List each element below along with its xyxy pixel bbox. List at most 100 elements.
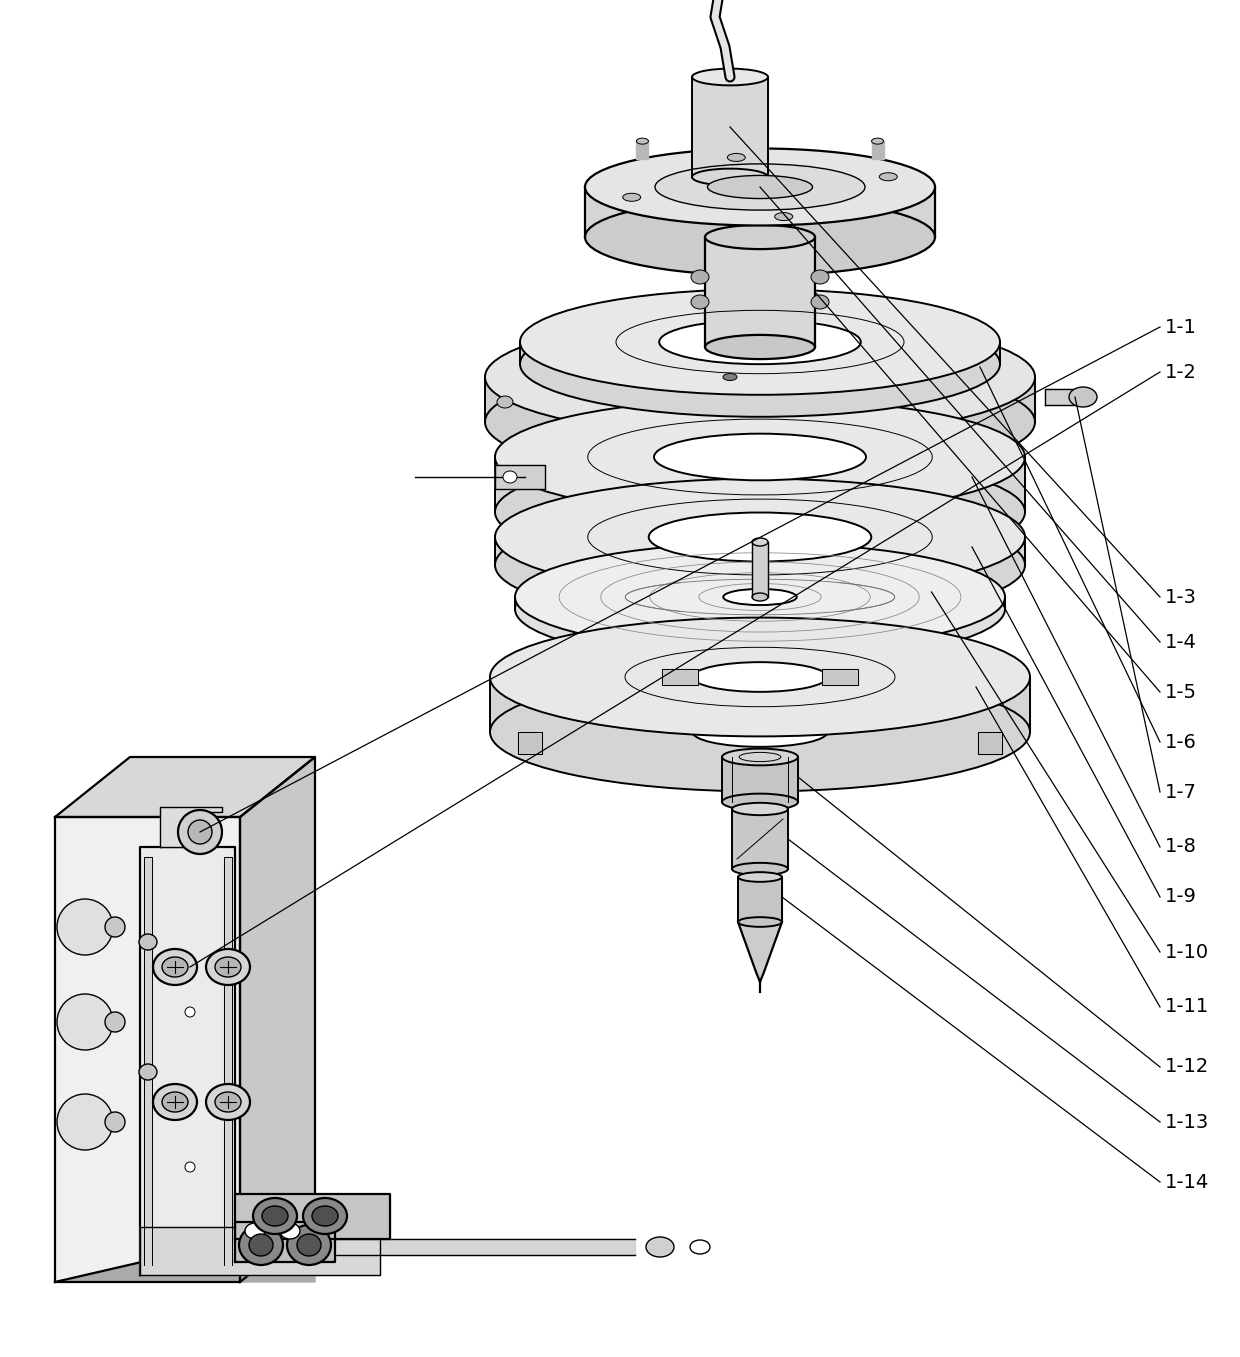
- Ellipse shape: [691, 270, 709, 284]
- Ellipse shape: [298, 1234, 321, 1257]
- Ellipse shape: [490, 617, 1030, 737]
- Ellipse shape: [692, 662, 827, 692]
- Ellipse shape: [503, 471, 517, 483]
- Ellipse shape: [691, 294, 709, 309]
- Polygon shape: [636, 141, 649, 159]
- Polygon shape: [140, 847, 236, 1276]
- Polygon shape: [751, 541, 768, 597]
- Polygon shape: [518, 731, 542, 754]
- Polygon shape: [236, 1194, 391, 1239]
- Polygon shape: [520, 342, 999, 364]
- Ellipse shape: [262, 1206, 288, 1225]
- Ellipse shape: [280, 1223, 300, 1239]
- Ellipse shape: [636, 138, 649, 144]
- Ellipse shape: [495, 506, 1025, 623]
- Polygon shape: [653, 457, 866, 512]
- Ellipse shape: [585, 148, 935, 225]
- Text: 1-10: 1-10: [1166, 943, 1209, 962]
- Text: 1-1: 1-1: [1166, 318, 1197, 337]
- Polygon shape: [55, 817, 241, 1282]
- Polygon shape: [490, 677, 1030, 731]
- Ellipse shape: [585, 198, 935, 275]
- Ellipse shape: [57, 898, 113, 955]
- Ellipse shape: [206, 949, 250, 985]
- Polygon shape: [518, 731, 542, 754]
- Ellipse shape: [636, 395, 884, 449]
- Polygon shape: [495, 537, 1025, 565]
- Ellipse shape: [162, 1092, 188, 1111]
- Ellipse shape: [153, 1084, 197, 1120]
- Polygon shape: [495, 457, 1025, 512]
- Polygon shape: [692, 677, 827, 731]
- Ellipse shape: [139, 1064, 157, 1080]
- Polygon shape: [732, 809, 787, 868]
- Ellipse shape: [139, 934, 157, 950]
- Ellipse shape: [723, 373, 737, 380]
- Ellipse shape: [751, 593, 768, 601]
- Ellipse shape: [622, 193, 641, 201]
- Polygon shape: [706, 237, 815, 347]
- Polygon shape: [236, 1223, 335, 1262]
- Polygon shape: [515, 597, 1004, 609]
- Ellipse shape: [179, 810, 222, 854]
- Ellipse shape: [495, 479, 1025, 596]
- Ellipse shape: [692, 168, 768, 186]
- Text: 1-11: 1-11: [1166, 997, 1209, 1016]
- Polygon shape: [144, 858, 153, 1265]
- Polygon shape: [495, 465, 546, 489]
- Ellipse shape: [312, 1206, 339, 1225]
- Ellipse shape: [646, 1238, 675, 1257]
- Text: 1-3: 1-3: [1166, 588, 1197, 607]
- Polygon shape: [872, 141, 884, 159]
- Ellipse shape: [57, 993, 113, 1050]
- Ellipse shape: [811, 270, 830, 284]
- Polygon shape: [738, 921, 782, 982]
- Polygon shape: [241, 757, 315, 1282]
- Polygon shape: [1045, 389, 1083, 404]
- Polygon shape: [636, 377, 884, 422]
- Ellipse shape: [692, 69, 768, 85]
- Ellipse shape: [497, 396, 513, 408]
- Polygon shape: [977, 731, 1002, 754]
- Ellipse shape: [105, 1012, 125, 1033]
- Ellipse shape: [879, 172, 898, 180]
- Ellipse shape: [723, 589, 797, 605]
- Ellipse shape: [215, 957, 241, 977]
- Polygon shape: [692, 77, 768, 176]
- Ellipse shape: [775, 213, 792, 221]
- Polygon shape: [822, 669, 858, 685]
- Ellipse shape: [689, 1240, 711, 1254]
- Text: 1-13: 1-13: [1166, 1113, 1209, 1132]
- Ellipse shape: [692, 716, 827, 746]
- Text: 1-7: 1-7: [1166, 783, 1197, 802]
- Ellipse shape: [872, 138, 884, 144]
- Ellipse shape: [249, 1234, 273, 1257]
- Ellipse shape: [811, 294, 830, 309]
- Polygon shape: [485, 377, 1035, 422]
- Ellipse shape: [105, 1111, 125, 1132]
- Ellipse shape: [185, 1007, 195, 1016]
- Ellipse shape: [732, 803, 787, 816]
- Text: 1-9: 1-9: [1166, 887, 1197, 906]
- Ellipse shape: [206, 1084, 250, 1120]
- Ellipse shape: [649, 513, 872, 562]
- Polygon shape: [55, 757, 315, 817]
- Text: 1-2: 1-2: [1166, 362, 1197, 381]
- Ellipse shape: [520, 311, 999, 417]
- Text: 1-5: 1-5: [1166, 683, 1197, 702]
- Ellipse shape: [706, 225, 815, 250]
- Polygon shape: [738, 877, 782, 921]
- Ellipse shape: [722, 794, 799, 810]
- Ellipse shape: [706, 335, 815, 360]
- Ellipse shape: [1069, 387, 1097, 407]
- Ellipse shape: [738, 873, 782, 882]
- Polygon shape: [55, 1223, 315, 1282]
- Ellipse shape: [728, 153, 745, 161]
- Text: 1-8: 1-8: [1166, 837, 1197, 856]
- Polygon shape: [649, 537, 872, 565]
- Ellipse shape: [515, 543, 1004, 651]
- Polygon shape: [723, 597, 797, 609]
- Ellipse shape: [303, 1198, 347, 1234]
- Polygon shape: [224, 858, 232, 1265]
- Ellipse shape: [660, 320, 861, 364]
